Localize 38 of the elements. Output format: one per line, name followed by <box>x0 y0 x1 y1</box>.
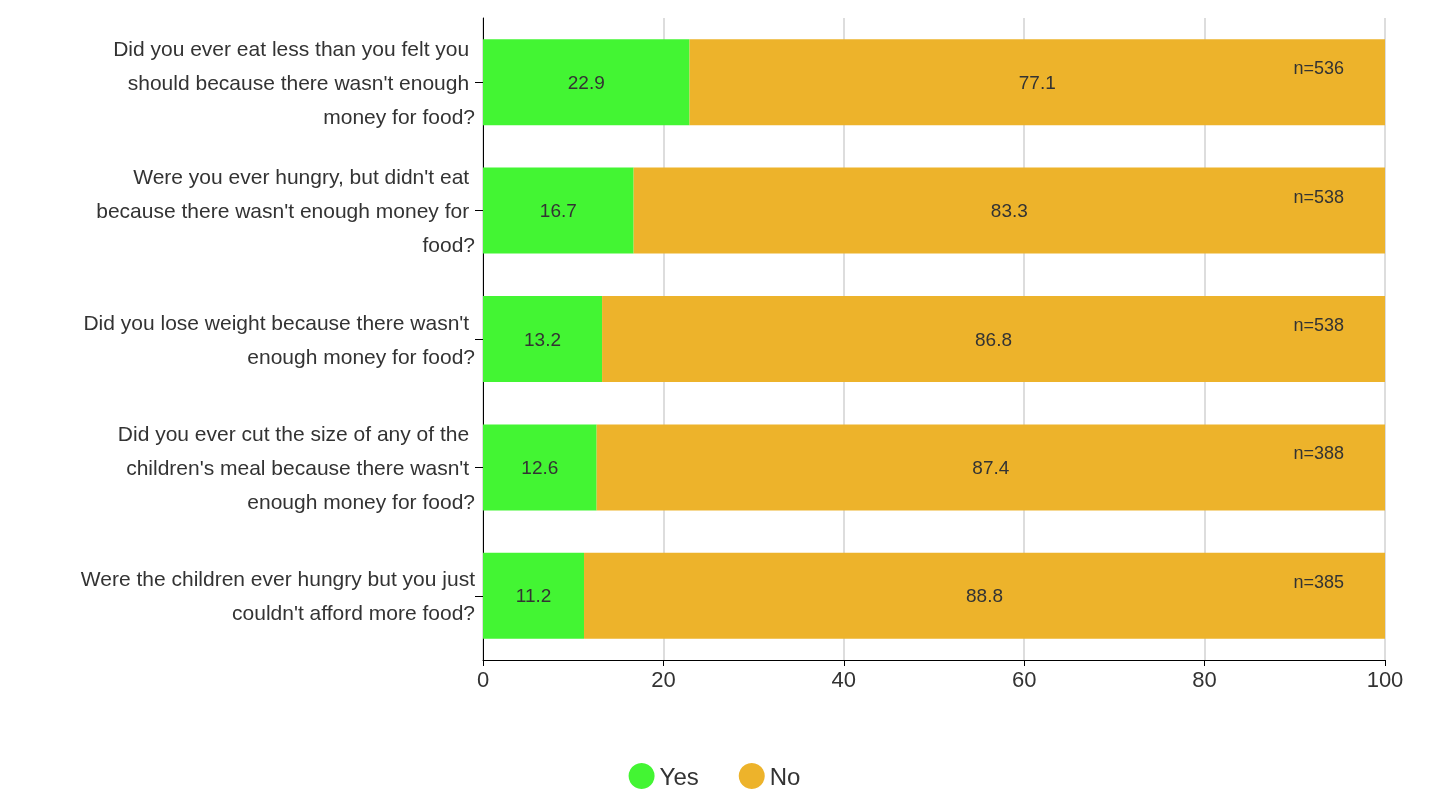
annotation: n=388 <box>1293 443 1344 464</box>
data-label: 77.1 <box>1018 71 1056 93</box>
x-tick-label: 20 <box>651 666 676 692</box>
annotation: n=538 <box>1293 186 1344 207</box>
bar <box>633 167 1385 254</box>
x-tick-label: 0 <box>476 666 490 692</box>
data-label: 12.6 <box>521 456 559 478</box>
annotation: n=536 <box>1293 58 1344 79</box>
y-tick-label: Did you ever cut the size of any of the children's meal because there wasn't enough money for food? <box>117 421 475 513</box>
annotation: n=385 <box>1293 571 1344 592</box>
bar <box>689 39 1385 126</box>
data-label: 83.3 <box>990 200 1028 222</box>
y-tick-label: Were you ever hungry, but didn't eat because there wasn't enough money for food? <box>96 165 475 257</box>
x-tick-label: 100 <box>1366 666 1404 692</box>
bar <box>483 295 603 383</box>
data-label: 87.4 <box>972 456 1010 478</box>
legend-label: Yes <box>659 762 699 790</box>
y-tick-label: Did you lose weight because there wasn't enough money for food? <box>83 310 475 368</box>
bar <box>584 552 1385 639</box>
bar <box>602 295 1385 383</box>
bar <box>483 167 634 254</box>
legend-label: No <box>769 762 801 790</box>
bar <box>596 424 1385 511</box>
bar <box>483 39 690 126</box>
bar <box>483 424 597 511</box>
data-label: 13.2 <box>524 328 562 350</box>
annotation: n=538 <box>1293 315 1344 335</box>
data-label: 11.2 <box>515 585 552 607</box>
data-label: 88.8 <box>966 585 1003 607</box>
x-tick-label: 60 <box>1011 666 1037 692</box>
data-label: 16.7 <box>539 200 577 222</box>
y-tick-label: Were the children ever hungry but you just couldn't afford more food? <box>80 567 476 625</box>
bar <box>483 552 585 639</box>
data-label: 86.8 <box>975 328 1013 350</box>
x-tick-label: 40 <box>831 666 857 692</box>
y-tick-label: Did you ever eat less than you felt you should because there wasn't enough money for food? <box>113 36 475 128</box>
x-tick-label: 80 <box>1192 666 1217 692</box>
data-label: 22.9 <box>567 71 605 93</box>
